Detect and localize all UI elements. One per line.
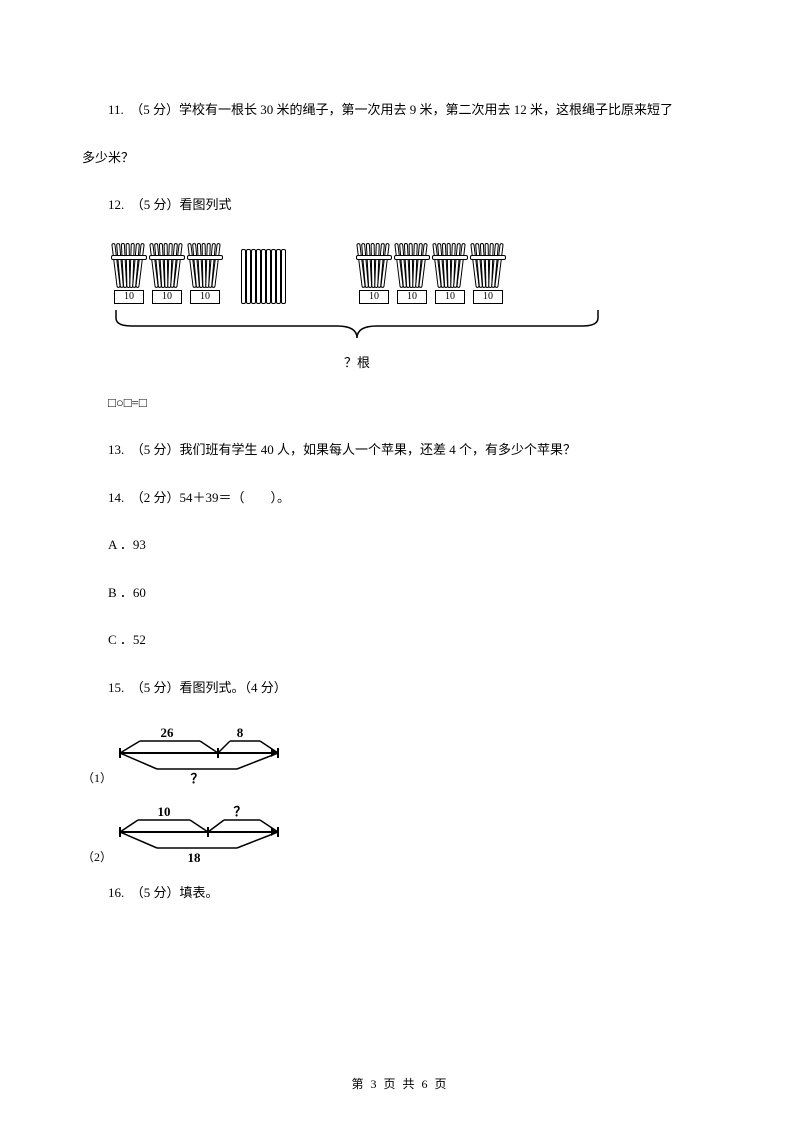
bundle-tag: 10 <box>359 290 389 304</box>
bundle-tag: 10 <box>473 290 503 304</box>
d1-b: 8 <box>237 725 244 740</box>
bundles-row: 10 10 10 <box>112 243 622 304</box>
question-14: 14. （2 分）54＋39＝（ ）。 <box>82 488 718 508</box>
bundle: 10 <box>357 243 391 304</box>
q11-line2: 多少米？ <box>82 150 134 165</box>
q15-sub2-label: （2） <box>82 804 112 866</box>
q11-cont: 多少米？ <box>82 148 718 168</box>
bundle-tag: 10 <box>114 290 144 304</box>
bundle: 10 <box>433 243 467 304</box>
bundle: 10 <box>188 243 222 304</box>
bundle: 10 <box>471 243 505 304</box>
page-content: 11. （5 分）学校有一根长 30 米的绳子，第一次用去 9 米，第二次用去 … <box>0 0 800 903</box>
bundle-tag: 10 <box>435 290 465 304</box>
q12-figure: 10 10 10 <box>112 243 622 373</box>
bundle: 10 <box>112 243 146 304</box>
d2-b: ？ <box>233 804 246 819</box>
d1-a: 26 <box>161 725 175 740</box>
d2-total: 18 <box>188 850 202 865</box>
q12-formula: □○□=□ <box>82 393 718 413</box>
question-16: 16. （5 分）填表。 <box>82 883 718 903</box>
q14-optA: A ．93 <box>82 535 718 555</box>
bundle: 10 <box>395 243 429 304</box>
d1-q: ？ <box>190 771 203 786</box>
q15-sub1-label: （1） <box>82 725 112 787</box>
bundle: 10 <box>150 243 184 304</box>
q12-text: 12. （5 分）看图列式 <box>108 197 232 212</box>
brace <box>112 308 602 348</box>
q15-diagram-2: （2） 10 ？ 18 <box>82 804 718 869</box>
bundle-tag: 10 <box>397 290 427 304</box>
question-12: 12. （5 分）看图列式 <box>82 195 718 215</box>
page-footer: 第 3 页 共 6 页 <box>0 1075 800 1092</box>
q14-optB: B ．60 <box>82 583 718 603</box>
brace-label: ？根 <box>112 353 602 373</box>
question-13: 13. （5 分）我们班有学生 40 人，如果每人一个苹果，还差 4 个，有多少… <box>82 440 718 460</box>
question-11: 11. （5 分）学校有一根长 30 米的绳子，第一次用去 9 米，第二次用去 … <box>82 100 718 120</box>
bundle-tag: 10 <box>190 290 220 304</box>
bundle-tag: 10 <box>152 290 182 304</box>
question-15: 15. （5 分）看图列式。（4 分） <box>82 678 718 698</box>
d2-a: 10 <box>158 804 171 819</box>
q11-line1: 11. （5 分）学校有一根长 30 米的绳子，第一次用去 9 米，第二次用去 … <box>108 102 673 117</box>
q15-diagram-1: （1） 26 8 <box>82 725 718 790</box>
loose-sticks <box>232 244 294 304</box>
q14-optC: C ．52 <box>82 630 718 650</box>
